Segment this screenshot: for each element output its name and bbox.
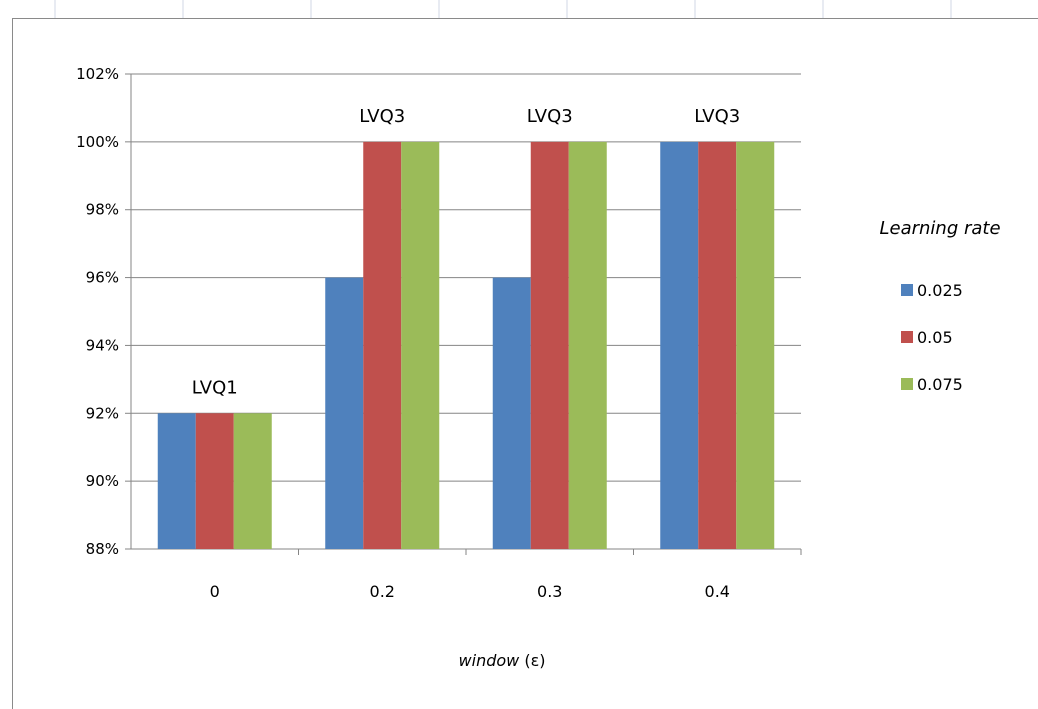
legend-label: 0.075 <box>917 375 963 394</box>
bar-chart: 88% 90% 92% 94% 96% 98% 100% 102% 0 LVQ1 0.2 LVQ3 0.… <box>76 65 1000 670</box>
legend-title: Learning rate <box>879 218 1000 239</box>
bar-0.025-0 <box>157 413 196 549</box>
x-tick-label: 0.4 <box>705 582 730 601</box>
y-tick-label: 100% <box>76 133 119 151</box>
x-axis-title: window (ε) <box>459 651 546 670</box>
y-tick-label: 94% <box>86 336 119 354</box>
bar-0.075-0 <box>233 413 272 549</box>
y-tick-label: 96% <box>86 269 119 287</box>
legend-swatch-0.025 <box>901 284 913 296</box>
legend-swatch-0.075 <box>901 378 913 390</box>
data-label: LVQ3 <box>359 106 405 127</box>
y-tick-label: 92% <box>86 404 119 422</box>
x-axis-title-suffix: (ε) <box>519 651 545 670</box>
x-tick-label: 0.2 <box>370 582 395 601</box>
data-label: LVQ1 <box>192 377 238 398</box>
y-tick-label: 90% <box>86 472 119 490</box>
bar-0.075-0.2 <box>401 141 440 549</box>
legend-label: 0.05 <box>917 328 953 347</box>
bar-0.025-0.4 <box>660 141 699 549</box>
bar-0.075-0.3 <box>568 141 607 549</box>
x-tick-label: 0 <box>210 582 220 601</box>
spreadsheet-gridlines <box>54 0 952 18</box>
y-tick-label: 98% <box>86 201 119 219</box>
legend-swatch-0.05 <box>901 331 913 343</box>
data-label: LVQ3 <box>527 106 573 127</box>
bar-0.075-0.4 <box>736 141 775 549</box>
x-tick-label: 0.3 <box>537 582 562 601</box>
bar-0.05-0 <box>195 413 234 549</box>
bar-0.05-0.2 <box>363 141 402 549</box>
bar-0.05-0.4 <box>698 141 737 549</box>
data-label: LVQ3 <box>694 106 740 127</box>
bar-0.025-0.2 <box>325 277 364 549</box>
x-axis-title-italic: window <box>459 651 521 670</box>
y-tick-label: 88% <box>86 540 119 558</box>
bar-0.05-0.3 <box>530 141 569 549</box>
y-tick-label: 102% <box>76 65 119 83</box>
legend-label: 0.025 <box>917 281 963 300</box>
bar-0.025-0.3 <box>492 277 531 549</box>
